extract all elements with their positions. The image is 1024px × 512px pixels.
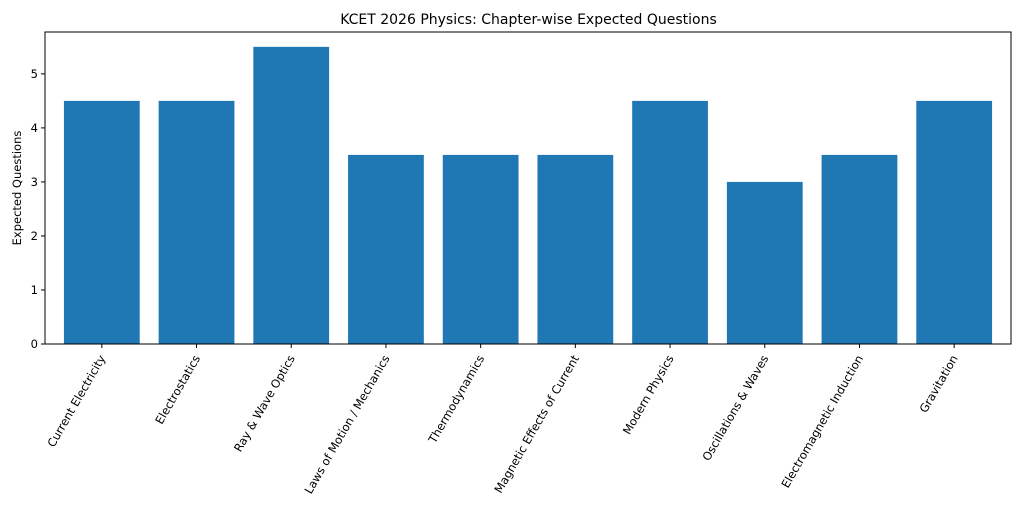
- bar: [632, 100, 708, 344]
- bar: [726, 181, 803, 344]
- y-tick-label: 1: [31, 283, 38, 297]
- plot-frame: [44, 31, 1012, 345]
- x-tick-label: Thermodynamics: [425, 352, 487, 446]
- x-tick-label: Gravitation: [917, 353, 961, 416]
- bar: [442, 154, 519, 344]
- y-axis-label: Expected Questions: [10, 131, 24, 246]
- y-axis-ticks: 0 1 2 3 4 5: [31, 67, 45, 351]
- bars: [63, 46, 993, 344]
- x-tick-label: Laws of Motion / Mechanics: [301, 352, 392, 496]
- x-tick-label: Current Electricity: [44, 352, 108, 449]
- y-tick-label: 2: [31, 229, 38, 243]
- bar: [537, 154, 614, 344]
- x-tick-label: Electromagnetic Induction: [778, 353, 866, 491]
- x-tick-label: Magnetic Effects of Current: [491, 352, 582, 495]
- y-tick-label: 5: [31, 67, 38, 81]
- bar: [821, 154, 898, 344]
- bar: [158, 100, 235, 344]
- x-tick-label: Ray & Wave Optics: [231, 353, 298, 455]
- bar: [348, 154, 424, 344]
- x-tick-label: Oscillations & Waves: [699, 352, 771, 463]
- x-tick-label: Electrostatics: [152, 352, 203, 426]
- y-tick-label: 3: [31, 175, 38, 189]
- y-tick-label: 0: [31, 337, 38, 351]
- y-tick-label: 4: [31, 121, 38, 135]
- bar: [63, 100, 140, 344]
- x-tick-label: Modern Physics: [620, 353, 677, 437]
- bar: [916, 100, 993, 344]
- x-axis-ticks: Current Electricity Electrostatics Ray & W…: [44, 344, 961, 496]
- bar: [253, 46, 330, 344]
- chart-title: KCET 2026 Physics: Chapter-wise Expected…: [340, 12, 717, 28]
